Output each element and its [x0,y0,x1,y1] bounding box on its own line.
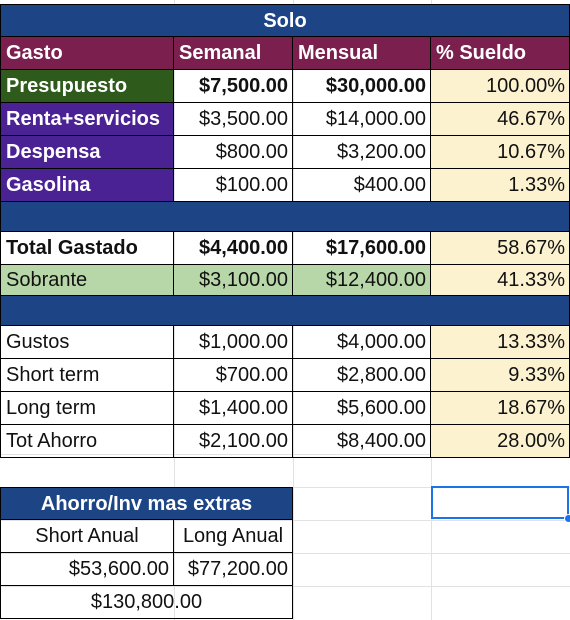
gasto-semanal[interactable]: $3,500.00 [174,103,293,136]
ahorro-pct[interactable]: 13.33% [431,326,570,359]
header-pct-sueldo[interactable]: % Sueldo [431,37,570,70]
presupuesto-label[interactable]: Presupuesto [0,70,174,103]
gasto-pct[interactable]: 10.67% [431,136,570,169]
gasto-semanal[interactable]: $100.00 [174,169,293,202]
gridline [0,520,570,521]
short-anual-value[interactable]: $53,600.00 [0,553,174,586]
ahorro-mensual[interactable]: $8,400.00 [293,425,431,458]
gridline [0,553,570,554]
sobrante-semanal[interactable]: $3,100.00 [174,265,293,296]
sobrante-pct[interactable]: 41.33% [431,265,570,296]
separator-band [0,202,570,232]
gasto-pct[interactable]: 46.67% [431,103,570,136]
sobrante-label[interactable]: Sobrante [0,265,174,296]
ahorro-pct[interactable]: 28.00% [431,425,570,458]
total-mensual[interactable]: $17,600.00 [293,232,431,265]
gasto-label[interactable]: Despensa [0,136,174,169]
presupuesto-semanal[interactable]: $7,500.00 [174,70,293,103]
ahorro-mensual[interactable]: $5,600.00 [293,392,431,425]
ahorro-semanal[interactable]: $2,100.00 [174,425,293,458]
ahorro-semanal[interactable]: $1,400.00 [174,392,293,425]
gasto-mensual[interactable]: $400.00 [293,169,431,202]
total-label[interactable]: Total Gastado [0,232,174,265]
gasto-label[interactable]: Gasolina [0,169,174,202]
header-gasto[interactable]: Gasto [0,37,174,70]
long-anual-label[interactable]: Long Anual [174,520,293,553]
header-mensual[interactable]: Mensual [293,37,431,70]
separator-band [0,296,570,326]
gasto-semanal[interactable]: $800.00 [174,136,293,169]
gasto-label[interactable]: Renta+servicios [0,103,174,136]
ahorro-mensual[interactable]: $2,800.00 [293,359,431,392]
title-cell[interactable]: Solo [0,4,570,37]
ahorro-label[interactable]: Long term [0,392,174,425]
ahorro-semanal[interactable]: $700.00 [174,359,293,392]
ahorro-label[interactable]: Tot Ahorro [0,425,174,458]
long-anual-value[interactable]: $77,200.00 [174,553,293,586]
ahorro-pct[interactable]: 9.33% [431,359,570,392]
fill-handle[interactable] [564,514,570,523]
presupuesto-pct[interactable]: 100.00% [431,70,570,103]
short-anual-label[interactable]: Short Anual [0,520,174,553]
total-semanal[interactable]: $4,400.00 [174,232,293,265]
inversion-title[interactable]: Ahorro/Inv mas extras [0,487,293,520]
sobrante-mensual[interactable]: $12,400.00 [293,265,431,296]
ahorro-label[interactable]: Short term [0,359,174,392]
ahorro-label[interactable]: Gustos [0,326,174,359]
ahorro-pct[interactable]: 18.67% [431,392,570,425]
selected-cell[interactable] [431,486,569,519]
total-pct[interactable]: 58.67% [431,232,570,265]
gasto-pct[interactable]: 1.33% [431,169,570,202]
ahorro-semanal[interactable]: $1,000.00 [174,326,293,359]
inversion-total[interactable]: $130,800.00 [0,586,293,619]
gasto-mensual[interactable]: $3,200.00 [293,136,431,169]
gridline [0,454,570,455]
ahorro-mensual[interactable]: $4,000.00 [293,326,431,359]
header-semanal[interactable]: Semanal [174,37,293,70]
gasto-mensual[interactable]: $14,000.00 [293,103,431,136]
gridline [0,586,570,587]
presupuesto-mensual[interactable]: $30,000.00 [293,70,431,103]
